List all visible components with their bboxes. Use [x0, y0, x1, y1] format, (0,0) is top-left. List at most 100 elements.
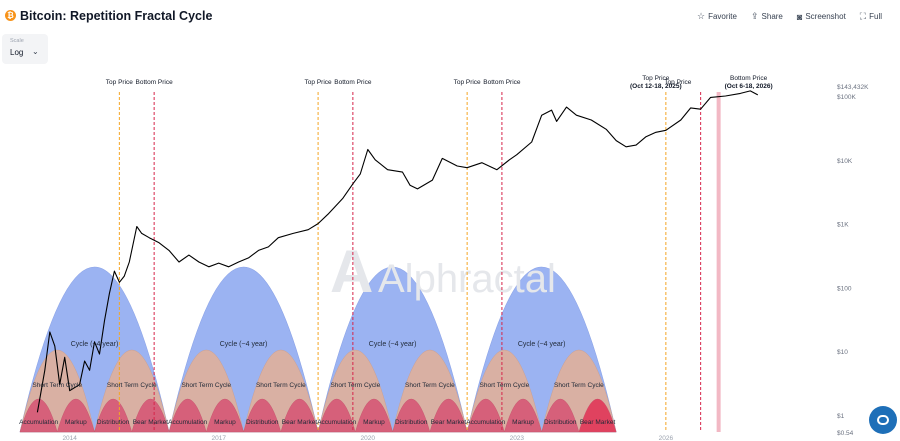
y-tick-5: $10K: [837, 158, 853, 165]
marker-label-1: Bottom Price: [136, 79, 174, 86]
chart-header: ₿ Bitcoin: Repetition Fractal Cycle ☆ Fa…: [0, 0, 900, 32]
camera-icon: ◙: [796, 11, 803, 22]
watermark-logo: A: [330, 238, 373, 305]
cycle-labels: Cycle (~4 year) Short Term Cycle Short Ter…: [19, 341, 615, 426]
y-tick-2: $10: [837, 349, 848, 356]
phase-arc-0-3: [131, 399, 170, 433]
phase-label-1-2: Distribution: [246, 419, 279, 426]
forecast-band: [716, 92, 721, 432]
btc-price-line: [36, 90, 759, 413]
screenshot-label: Screenshot: [805, 12, 846, 21]
forecast-top-date: (Oct 12-18, 2025): [630, 83, 682, 90]
favorite-button[interactable]: ☆ Favorite: [697, 11, 737, 22]
chevron-down-icon: ⌄: [32, 47, 39, 56]
phase-arc-1-2: [243, 399, 282, 433]
favorite-label: Favorite: [708, 12, 737, 21]
short-cycle-label-2-a: Short Term Cycle: [330, 382, 380, 389]
phase-label-3-0: Accumulation: [466, 419, 505, 426]
fullscreen-button[interactable]: ⛶ Full: [860, 11, 882, 22]
phase-label-1-0: Accumulation: [168, 419, 207, 426]
bitcoin-icon: ₿: [5, 10, 16, 21]
short-cycle-label-2-b: Short Term Cycle: [405, 382, 455, 389]
cycle-arcs: [19, 92, 721, 433]
phase-arc-1-3: [280, 399, 319, 433]
cycle-label-1: Cycle (~4 year): [220, 341, 268, 348]
short-cycle-label-0-b: Short Term Cycle: [107, 382, 157, 389]
fullscreen-label: Full: [869, 12, 882, 21]
phase-label-1-3: Bear Market: [282, 419, 318, 426]
short-cycle-label-1-b: Short Term Cycle: [256, 382, 306, 389]
phase-arc-0-0: [19, 399, 58, 433]
page-title: Bitcoin: Repetition Fractal Cycle: [20, 9, 213, 23]
x-tick-4: 2026: [659, 435, 674, 441]
forecast-top-label: Top Price: [642, 75, 669, 82]
phase-arc-3-0: [466, 399, 505, 433]
phase-label-0-3: Bear Market: [133, 419, 169, 426]
phase-label-2-2: Distribution: [395, 419, 428, 426]
phase-arc-2-1: [355, 399, 393, 433]
phase-arc-3-2: [541, 399, 580, 433]
phase-arc-1-1: [206, 399, 244, 433]
phase-label-0-2: Distribution: [97, 419, 130, 426]
phase-arc-0-1: [56, 399, 95, 433]
chat-button[interactable]: [869, 406, 897, 434]
marker-label-2: Top Price: [305, 79, 332, 86]
share-button[interactable]: ⇪ Share: [751, 11, 783, 22]
axes: $0.54 $1 $10 $100 $1K $10K $100K $143,432K 2014 2…: [62, 84, 869, 441]
phase-arc-0-2: [94, 399, 133, 433]
short-cycle-label-0-a: Short Term Cycle: [32, 382, 82, 389]
cycle-label-2: Cycle (~4 year): [369, 341, 417, 348]
phase-arc-3-3: [578, 399, 617, 433]
x-tick-0: 2014: [62, 435, 77, 441]
phase-arc-2-0: [317, 399, 356, 433]
phase-arc-2-3: [429, 399, 468, 433]
marker-label-0: Top Price: [106, 79, 133, 86]
x-tick-1: 2017: [211, 435, 226, 441]
phase-label-3-1: Markup: [512, 419, 534, 426]
star-icon: ☆: [697, 11, 706, 21]
x-tick-2: 2020: [361, 435, 376, 441]
chat-icon: [877, 415, 889, 425]
forecast-bottom-label: Bottom Price: [730, 75, 768, 82]
phase-arc-1-0: [168, 399, 207, 433]
vertical-markers: Top Price Bottom Price Top Price Bottom Pri…: [106, 75, 773, 432]
forecast-bottom-date: (Oct 6-18, 2026): [725, 83, 773, 90]
y-tick-1: $1: [837, 413, 845, 420]
phase-label-2-1: Markup: [363, 419, 385, 426]
short-cycle-label-3-b: Short Term Cycle: [554, 382, 604, 389]
phase-arc-3-1: [504, 399, 542, 433]
scale-label: Scale: [10, 38, 24, 44]
price-line: [36, 90, 759, 413]
phase-label-0-0: Accumulation: [19, 419, 58, 426]
scale-select[interactable]: Scale Log ⌄: [2, 34, 48, 64]
marker-label-4: Top Price: [454, 79, 481, 86]
phase-label-3-3: Bear Market: [580, 419, 616, 426]
phase-label-2-0: Accumulation: [317, 419, 356, 426]
y-tick-6: $100K: [837, 94, 856, 101]
y-tick-4: $1K: [837, 222, 849, 229]
short-cycle-label-3-a: Short Term Cycle: [480, 382, 530, 389]
y-tick-3: $100: [837, 285, 852, 292]
phase-arc-2-2: [392, 399, 431, 433]
screenshot-button[interactable]: ◙ Screenshot: [797, 11, 846, 22]
short-cycle-label-1-a: Short Term Cycle: [181, 382, 231, 389]
phase-label-3-2: Distribution: [544, 419, 577, 426]
cycle-label-3: Cycle (~4 year): [518, 341, 566, 348]
marker-label-3: Bottom Price: [334, 79, 372, 86]
marker-label-6: Top Price: [664, 79, 691, 86]
phase-label-1-1: Markup: [214, 419, 236, 426]
phase-label-2-3: Bear Market: [431, 419, 467, 426]
marker-label-5: Bottom Price: [483, 79, 521, 86]
share-label: Share: [761, 12, 783, 21]
toolbar: ☆ Favorite ⇪ Share ◙ Screenshot ⛶ Full: [697, 11, 882, 22]
phase-label-0-1: Markup: [65, 419, 87, 426]
share-icon: ⇪: [750, 11, 759, 21]
watermark: A Alphractal: [330, 238, 556, 305]
y-tick-0: $0.54: [837, 430, 854, 437]
scale-value: Log: [10, 48, 24, 57]
cycle-label-0: Cycle (~4 year): [71, 341, 119, 348]
y-tick-7: $143,432K: [837, 84, 869, 91]
x-tick-3: 2023: [510, 435, 525, 441]
fullscreen-icon: ⛶: [859, 11, 867, 21]
